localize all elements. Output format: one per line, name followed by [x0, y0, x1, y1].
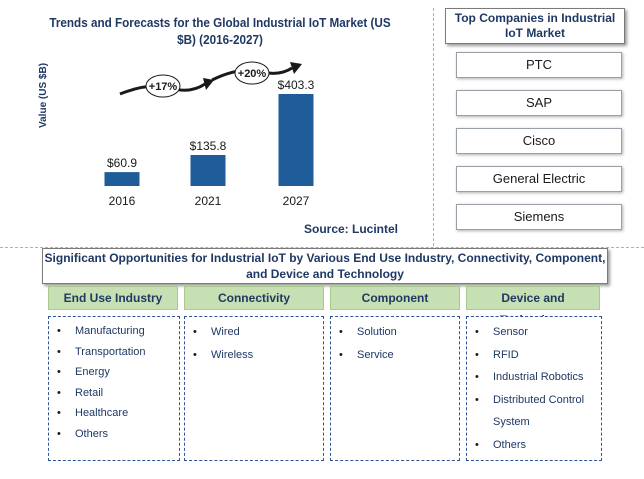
- chart-title: Trends and Forecasts for the Global Indu…: [49, 15, 391, 47]
- column-list-end-use-industry: Manufacturing Transportation Energy Reta…: [48, 316, 180, 461]
- growth-badge-1: [145, 74, 181, 98]
- company-siemens: Siemens: [456, 204, 622, 230]
- x-tick-label-2027: 2027: [283, 194, 310, 208]
- bar-2016: [104, 172, 140, 186]
- company-ptc: PTC: [456, 52, 622, 78]
- list-item: Manufacturing: [49, 321, 179, 342]
- data-label-2016: $60.9: [107, 156, 137, 170]
- list-item: Others: [49, 424, 179, 445]
- source-note: Source: Lucintel: [304, 222, 399, 236]
- data-label-2021: $135.8: [190, 139, 227, 153]
- column-header-connectivity: Connectivity: [184, 286, 324, 310]
- vertical-divider: [433, 8, 434, 246]
- company-sap: SAP: [456, 90, 622, 116]
- column-header-end-use-industry: End Use Industry: [48, 286, 178, 310]
- list-item: Sensor: [467, 321, 601, 344]
- list-item: Service: [331, 344, 459, 367]
- growth-arrow-1-head: [203, 78, 214, 90]
- x-tick-label-2016: 2016: [109, 194, 136, 208]
- list-item: Healthcare: [49, 403, 179, 424]
- list-item: Energy: [49, 362, 179, 383]
- list-item: Distributed Control System: [467, 389, 601, 434]
- x-tick-label-2021: 2021: [195, 194, 222, 208]
- horizontal-divider: [0, 247, 644, 248]
- list-item: Others: [467, 434, 601, 457]
- bar-chart: +17% +20% $60.9 2016 $135.8 2021 $403.3 2027: [104, 61, 315, 208]
- list-item: Wireless: [185, 344, 323, 367]
- column-header-device-and-technology: Device and Technology: [466, 286, 600, 327]
- growth-badge-2: [234, 61, 270, 85]
- column-list-connectivity: Wired Wireless: [184, 316, 324, 461]
- top-companies-title: Top Companies in Industrial IoT Market: [445, 8, 625, 44]
- bar-2021: [190, 155, 226, 186]
- company-cisco: Cisco: [456, 128, 622, 154]
- list-item: Wired: [185, 321, 323, 344]
- bar-2027: [278, 94, 314, 186]
- column-list-device-and-technology: Sensor RFID Industrial Robotics Distribu…: [466, 316, 602, 461]
- column-header-component: Component: [330, 286, 460, 310]
- list-item: Solution: [331, 321, 459, 344]
- list-item: Retail: [49, 383, 179, 404]
- list-item: RFID: [467, 344, 601, 367]
- column-list-component: Solution Service: [330, 316, 460, 461]
- list-item: Industrial Robotics: [467, 366, 601, 389]
- growth-annotation-2: +20%: [238, 68, 267, 80]
- growth-annotation-1: +17%: [149, 81, 178, 93]
- data-label-2027: $403.3: [278, 78, 315, 92]
- list-item: Transportation: [49, 342, 179, 363]
- growth-arrow-2-head: [290, 62, 302, 74]
- company-general-electric: General Electric: [456, 166, 622, 192]
- opportunities-title: Significant Opportunities for Industrial…: [42, 248, 608, 284]
